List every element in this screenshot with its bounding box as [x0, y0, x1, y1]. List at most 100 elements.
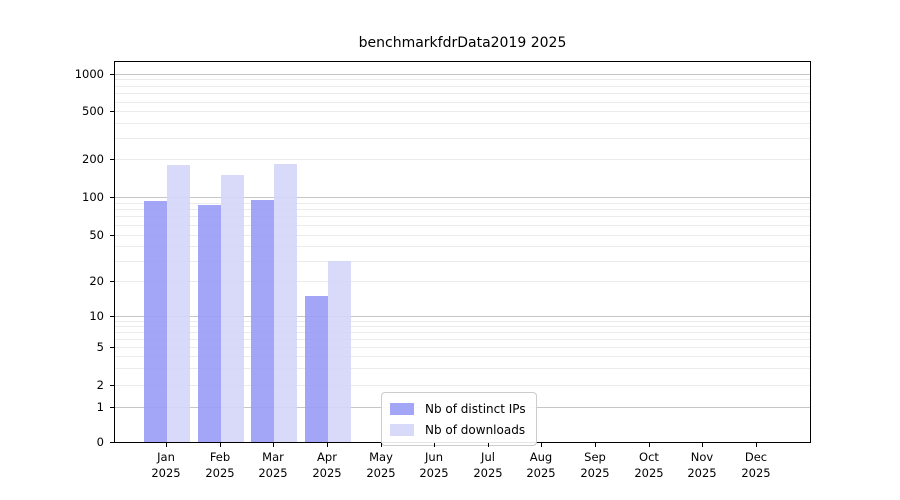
- y-tick-mark: [110, 159, 114, 161]
- gridline-major: [115, 74, 810, 75]
- gridline-major: [115, 197, 810, 198]
- x-tick-mark: [434, 443, 436, 447]
- x-tick-label-mar: Mar 2025: [241, 450, 305, 481]
- gridline-minor: [115, 159, 810, 160]
- y-tick-mark: [110, 281, 114, 283]
- bar-distinct_ips-apr: [305, 296, 328, 442]
- x-tick-month: May: [369, 450, 393, 464]
- y-tick-mark: [110, 197, 114, 199]
- y-tick-label: 1: [96, 400, 104, 414]
- x-tick-mark: [327, 443, 329, 447]
- legend-swatch-downloads: [390, 423, 414, 436]
- gridline-minor: [115, 385, 810, 386]
- gridline-minor: [115, 225, 810, 226]
- x-tick-label-dec: Dec 2025: [724, 450, 788, 481]
- x-tick-mark: [702, 443, 704, 447]
- x-tick-year: 2025: [151, 465, 181, 480]
- y-tick-label: 10: [89, 309, 104, 323]
- gridline-minor: [115, 332, 810, 333]
- x-tick-month: Mar: [262, 450, 284, 464]
- x-tick-year: 2025: [634, 465, 664, 480]
- x-tick-label-sep: Sep 2025: [563, 450, 627, 481]
- bar-downloads-apr: [328, 261, 351, 442]
- x-tick-label-feb: Feb 2025: [188, 450, 252, 481]
- gridline-minor: [115, 123, 810, 124]
- x-tick-month: Apr: [317, 450, 337, 464]
- gridline-minor: [115, 368, 810, 369]
- x-tick-month: Oct: [639, 450, 659, 464]
- legend-item-distinct_ips: Nb of distinct IPs: [390, 398, 526, 419]
- grid-layer: [115, 62, 810, 442]
- y-tick-label: 1000: [74, 67, 104, 81]
- x-tick-year: 2025: [526, 465, 556, 480]
- x-tick-year: 2025: [419, 465, 449, 480]
- x-tick-month: Jul: [481, 450, 495, 464]
- x-tick-month: Dec: [744, 450, 768, 464]
- x-tick-month: Nov: [690, 450, 714, 464]
- x-tick-year: 2025: [312, 465, 342, 480]
- gridline-minor: [115, 93, 810, 94]
- x-tick-mark: [488, 443, 490, 447]
- gridline-minor: [115, 203, 810, 204]
- y-tick-mark: [110, 235, 114, 237]
- gridline-minor: [115, 261, 810, 262]
- y-tick-mark: [110, 385, 114, 387]
- bar-downloads-mar: [274, 164, 297, 442]
- y-tick-mark: [110, 347, 114, 349]
- gridline-minor: [115, 347, 810, 348]
- y-tick-mark: [110, 74, 114, 76]
- y-axis: 0 1 2 5 10 20 50 100 200 500 1000: [0, 61, 114, 449]
- gridline-minor: [115, 138, 810, 139]
- legend-item-downloads: Nb of downloads: [390, 419, 526, 440]
- x-tick-mark: [166, 443, 168, 447]
- gridline-minor: [115, 281, 810, 282]
- y-tick-label: 2: [96, 378, 104, 392]
- x-tick-label-apr: Apr 2025: [295, 450, 359, 481]
- y-tick-label: 50: [89, 228, 104, 242]
- gridline-minor: [115, 216, 810, 217]
- x-tick-month: Aug: [529, 450, 553, 464]
- x-tick-year: 2025: [258, 465, 288, 480]
- x-tick-label-jun: Jun 2025: [402, 450, 466, 481]
- y-tick-mark: [110, 111, 114, 113]
- y-tick-mark: [110, 316, 114, 318]
- x-tick-year: 2025: [580, 465, 610, 480]
- gridline-minor: [115, 102, 810, 103]
- gridline-minor: [115, 235, 810, 236]
- x-tick-label-oct: Oct 2025: [617, 450, 681, 481]
- x-tick-label-may: May 2025: [349, 450, 413, 481]
- x-tick-month: Feb: [209, 450, 231, 464]
- y-tick-mark: [110, 442, 114, 444]
- bar-distinct_ips-jan: [144, 201, 167, 442]
- legend-swatch-distinct_ips: [390, 402, 414, 415]
- x-tick-mark: [541, 443, 543, 447]
- legend: Nb of distinct IPs Nb of downloads: [381, 392, 537, 446]
- x-tick-year: 2025: [366, 465, 396, 480]
- x-tick-label-nov: Nov 2025: [670, 450, 734, 481]
- legend-label: Nb of downloads: [425, 422, 526, 437]
- gridline-minor: [115, 111, 810, 112]
- x-tick-mark: [381, 443, 383, 447]
- x-tick-mark: [756, 443, 758, 447]
- bar-downloads-feb: [221, 175, 244, 442]
- x-tick-year: 2025: [205, 465, 235, 480]
- gridline-minor: [115, 321, 810, 322]
- y-tick-label: 0: [96, 435, 104, 449]
- chart-title: benchmarkfdrData2019 2025: [358, 35, 567, 51]
- bar-distinct_ips-feb: [198, 205, 221, 442]
- x-tick-mark: [595, 443, 597, 447]
- gridline-minor: [115, 339, 810, 340]
- x-tick-mark: [649, 443, 651, 447]
- x-tick-label-jan: Jan 2025: [134, 450, 198, 481]
- x-tick-month: Jun: [425, 450, 443, 464]
- y-tick-label: 500: [82, 104, 104, 118]
- plot-area: Nb of distinct IPs Nb of downloads: [114, 61, 811, 446]
- bars-layer: [115, 62, 810, 442]
- bar-distinct_ips-mar: [251, 200, 274, 442]
- x-tick-month: Jan: [157, 450, 175, 464]
- y-tick-label: 5: [96, 340, 104, 354]
- x-axis: Jan 2025 Feb 2025 Mar 2025 Apr 2025 May 2025 Jun 20…: [114, 443, 811, 498]
- x-tick-month: Sep: [584, 450, 606, 464]
- gridline-minor: [115, 209, 810, 210]
